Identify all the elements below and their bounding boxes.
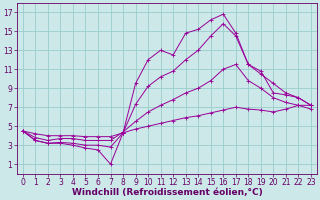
X-axis label: Windchill (Refroidissement éolien,°C): Windchill (Refroidissement éolien,°C): [72, 188, 262, 197]
